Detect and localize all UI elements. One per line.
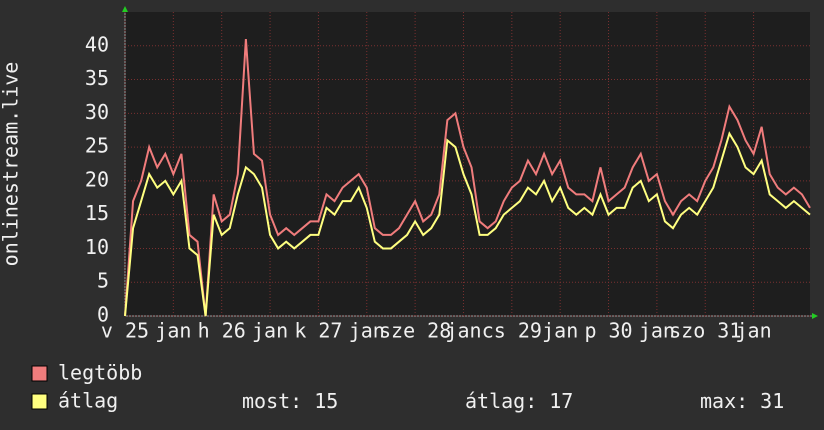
- x-tick-label: jan: [252, 319, 288, 343]
- stat-value: 31: [760, 389, 784, 413]
- stat-label: max:: [700, 389, 748, 413]
- y-tick-label: 0: [97, 303, 109, 327]
- x-tick-label: jan: [639, 319, 675, 343]
- y-tick-label: 40: [85, 32, 109, 56]
- x-tick-label: cs 29: [482, 319, 542, 343]
- x-tick-label: jan: [542, 319, 578, 343]
- legend-swatch: [31, 365, 48, 382]
- x-tick-label: p 30: [584, 319, 632, 343]
- stat-label: átlag:: [465, 389, 537, 413]
- legend-swatch: [31, 393, 48, 410]
- y-tick-label: 25: [85, 134, 109, 158]
- axis-arrow: [812, 313, 818, 319]
- y-axis-label: onlinestream.live: [0, 62, 23, 267]
- y-tick-label: 10: [85, 235, 109, 259]
- series-line: [124, 38, 811, 317]
- x-tick-label: jan: [349, 319, 385, 343]
- y-tick-label: 15: [85, 201, 109, 225]
- y-tick-label: 30: [85, 100, 109, 124]
- stat-label: most:: [242, 389, 302, 413]
- y-tick-label: 20: [85, 167, 109, 191]
- legend-label: legtöbb: [58, 361, 142, 385]
- stat: max: 31: [700, 389, 784, 413]
- x-tick-label: jan: [736, 319, 772, 343]
- series-line: [124, 131, 811, 317]
- x-tick-label: jan: [445, 319, 481, 343]
- x-tick-label: h 26: [198, 319, 246, 343]
- legend-label: átlag: [58, 389, 118, 413]
- x-tick-label: szo 31: [669, 319, 741, 343]
- x-tick-label: jan: [155, 319, 191, 343]
- y-tick-label: 35: [85, 66, 109, 90]
- stat: átlag: 17: [465, 389, 573, 413]
- x-tick-label: v 25: [101, 319, 149, 343]
- x-tick-label: sze 28: [379, 319, 451, 343]
- stat: most: 15: [242, 389, 338, 413]
- plot-area: [125, 12, 810, 316]
- x-tick-label: k 27: [294, 319, 342, 343]
- y-tick-label: 5: [97, 269, 109, 293]
- axis-arrow: [122, 6, 128, 12]
- stat-value: 17: [549, 389, 573, 413]
- stat-value: 15: [314, 389, 338, 413]
